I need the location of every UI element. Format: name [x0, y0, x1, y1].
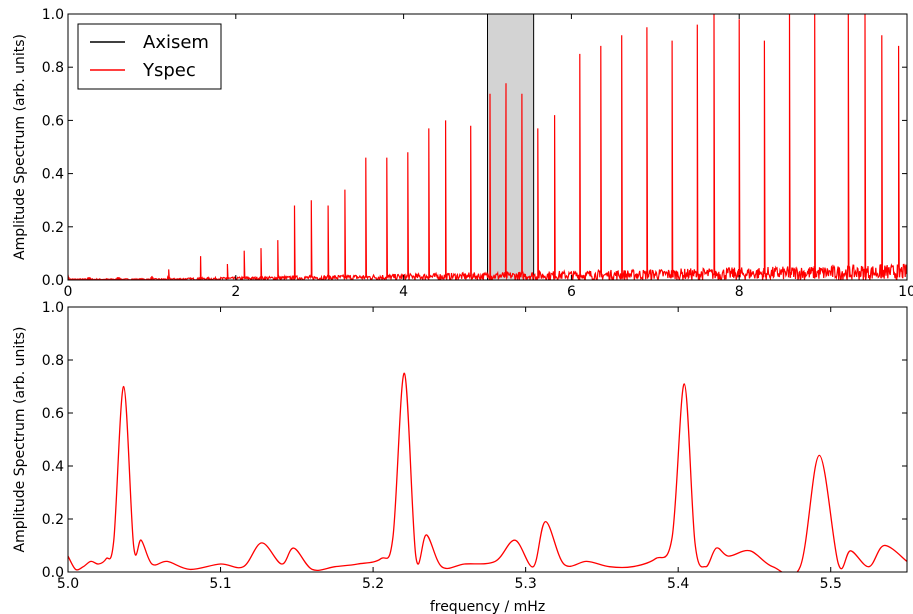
x-tick-label: 4	[399, 284, 408, 300]
series-line-yspec	[68, 14, 907, 280]
y-tick-label: 0.4	[42, 167, 64, 183]
bottom-panel: 5.0 5.1 5.2 5.3 5.4 5.5 0.0 0.2 0.4 0.6 0.8 1.0 Ampl…	[12, 300, 908, 614]
y-tick-label: 1.0	[42, 7, 64, 23]
x-tick-label: 5.1	[209, 576, 231, 592]
x-tick-label: 10	[898, 284, 913, 300]
x-axis-label: frequency / mHz	[430, 599, 545, 614]
y-tick-label: 0.4	[42, 459, 64, 475]
x-tick-label: 5.0	[57, 576, 79, 592]
x-tick-label: 2	[231, 284, 240, 300]
axes-frame	[67, 13, 908, 281]
y-tick-label: 0.2	[42, 512, 64, 528]
y-tick-label: 0.0	[42, 565, 64, 581]
plot-area	[68, 14, 907, 280]
x-tick-label: 8	[735, 284, 744, 300]
y-axis-label: Amplitude Spectrum (arb. units)	[12, 34, 28, 260]
y-tick-label: 0.2	[42, 220, 64, 236]
legend-label-axisem: Axisem	[143, 32, 209, 53]
x-tick-label: 5.4	[667, 576, 689, 592]
y-tick-label: 0.8	[42, 60, 64, 76]
y-axis-label: Amplitude Spectrum (arb. units)	[12, 327, 28, 553]
series-line-yspec	[68, 372, 907, 572]
x-tick-label: 6	[567, 284, 576, 300]
legend-label-yspec: Yspec	[142, 60, 196, 81]
x-tick-label: 5.3	[515, 576, 537, 592]
y-tick-label: 0.8	[42, 353, 64, 369]
plot-area	[68, 372, 907, 572]
legend-box	[77, 23, 222, 90]
y-tick-label: 0.6	[42, 113, 64, 129]
highlight-region	[487, 13, 535, 281]
axes-frame	[67, 306, 908, 573]
y-tick-label: 0.0	[42, 273, 64, 289]
x-tick-label: 0	[64, 284, 73, 300]
y-tick-label: 1.0	[42, 300, 64, 316]
y-tick-label: 0.6	[42, 406, 64, 422]
x-tick-label: 5.2	[362, 576, 384, 592]
x-tick-label: 5.5	[820, 576, 842, 592]
legend: Axisem Yspec	[77, 23, 222, 90]
top-panel: 0 2 4 6 8 10 0.0 0.2 0.4 0.6 0.8 1.0 Amplitude Spect…	[12, 7, 913, 300]
